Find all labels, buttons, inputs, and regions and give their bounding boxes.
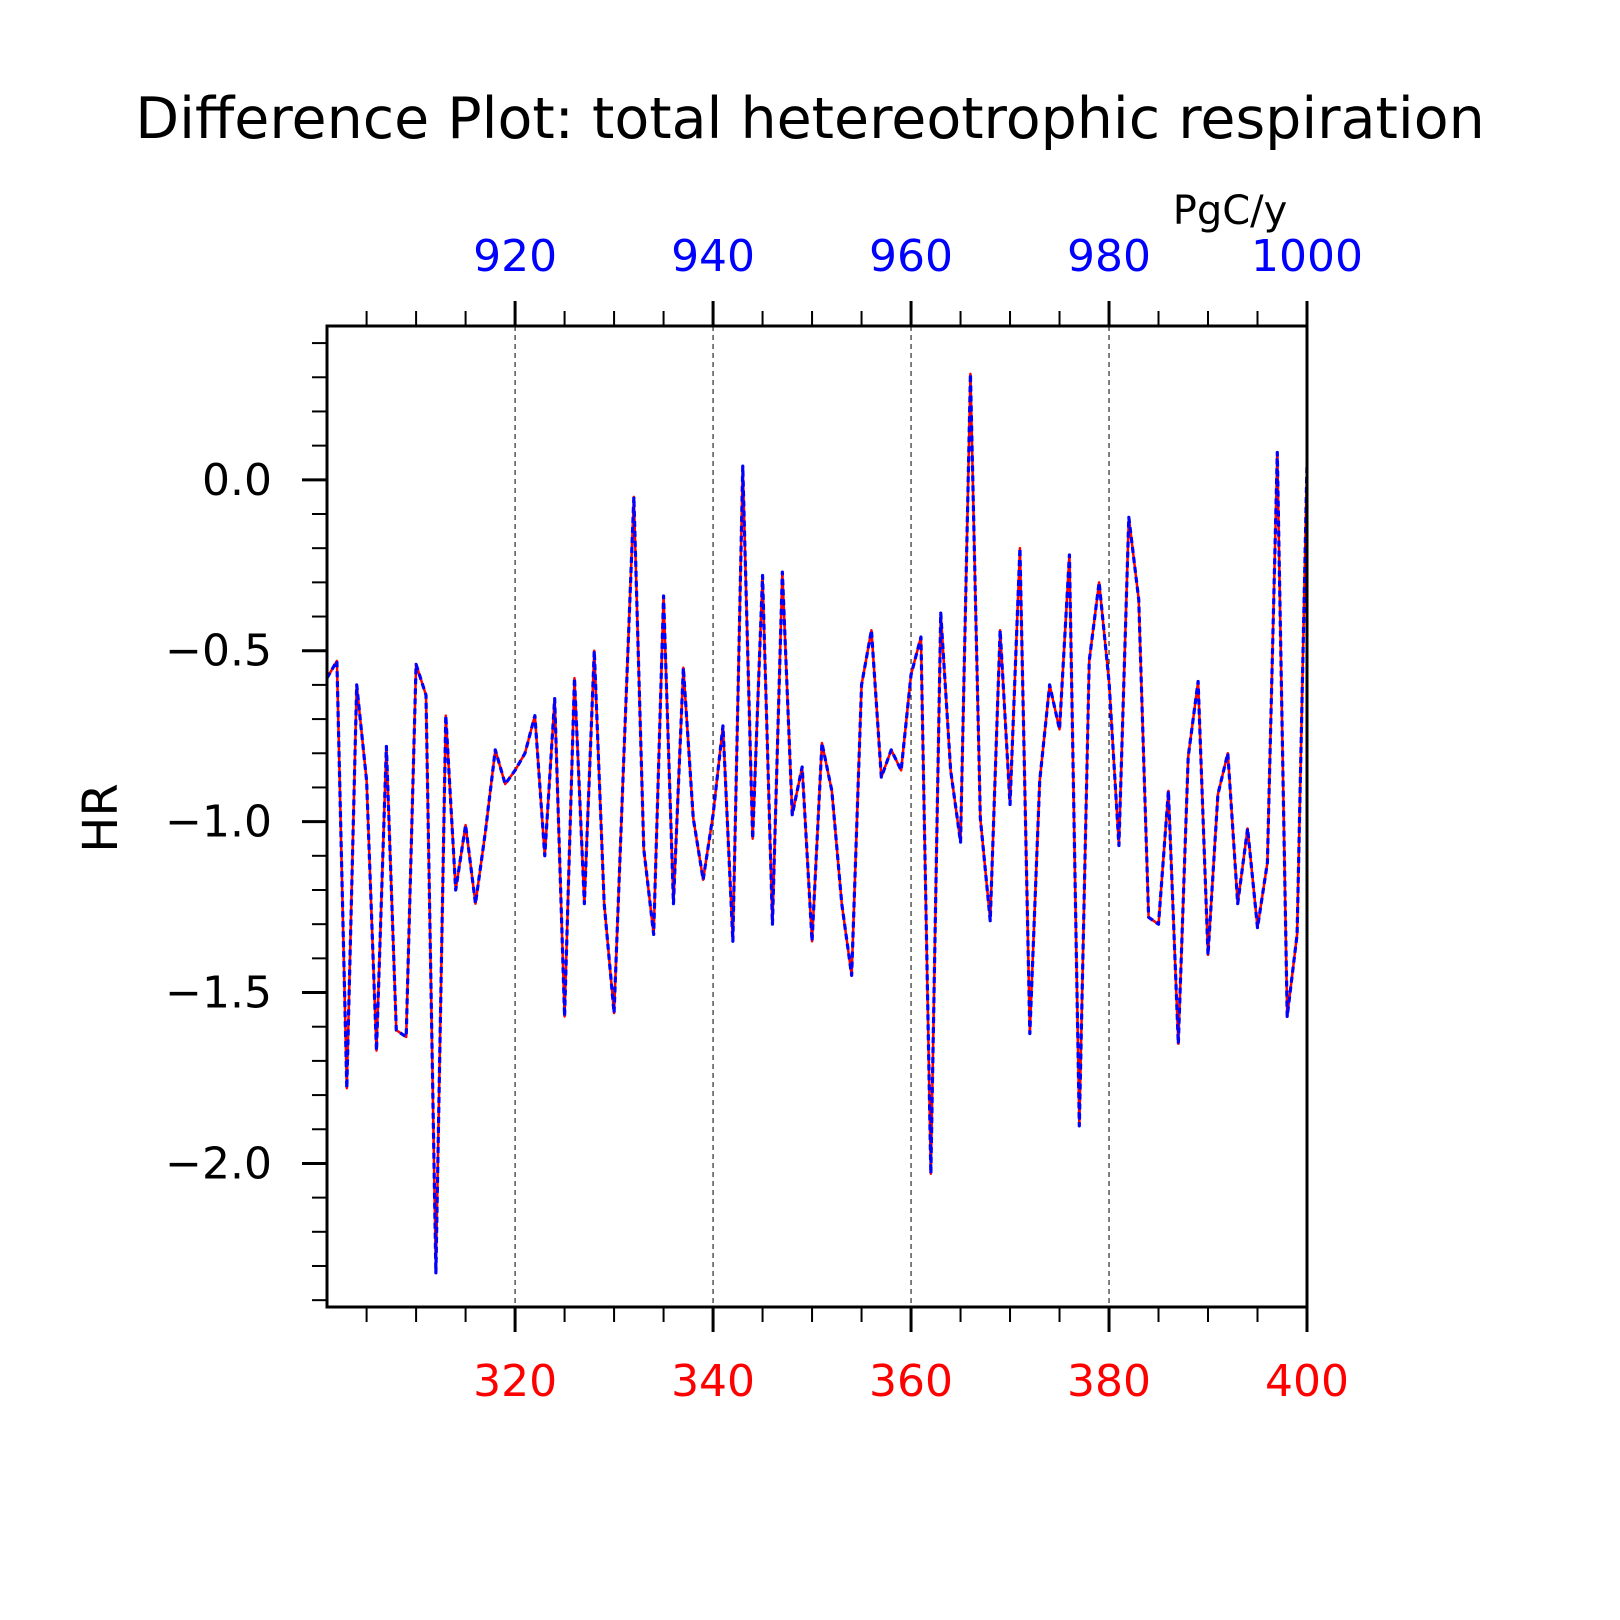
axis-ticks	[302, 301, 1309, 1332]
x-tick-label-bottom: 340	[671, 1356, 755, 1407]
x-tick-label-bottom: 320	[473, 1356, 557, 1407]
x-tick-label-top: 980	[1067, 231, 1151, 282]
y-axis-label: HR	[73, 783, 129, 852]
y-tick-label: 0.0	[202, 455, 272, 506]
series-line-top-blue	[325, 372, 1309, 1275]
units-label: PgC/y	[1173, 188, 1288, 234]
x-tick-label-top: 960	[869, 231, 953, 282]
x-tick-label-top: 920	[473, 231, 557, 282]
series-lines	[325, 372, 1309, 1275]
series-line-bottom-red	[325, 372, 1309, 1275]
x-tick-label-bottom: 380	[1067, 1356, 1151, 1407]
y-tick-label: −2.0	[165, 1138, 272, 1189]
grid-lines	[514, 326, 1110, 1307]
y-tick-label: −0.5	[165, 626, 272, 677]
y-tick-label: −1.5	[165, 968, 272, 1019]
x-tick-label-top: 940	[671, 231, 755, 282]
x-tick-label-top: 1000	[1251, 231, 1363, 282]
plot-frame	[325, 324, 1309, 1309]
x-tick-label-bottom: 400	[1265, 1356, 1349, 1407]
y-tick-label: −1.0	[165, 797, 272, 848]
tick-labels: 320 340 360 380 400 920 940 960 980 1000 −2.0 −1.5 −…	[165, 231, 1363, 1407]
x-tick-label-bottom: 360	[869, 1356, 953, 1407]
chart-title: Difference Plot: total hetereotrophic re…	[135, 86, 1484, 152]
